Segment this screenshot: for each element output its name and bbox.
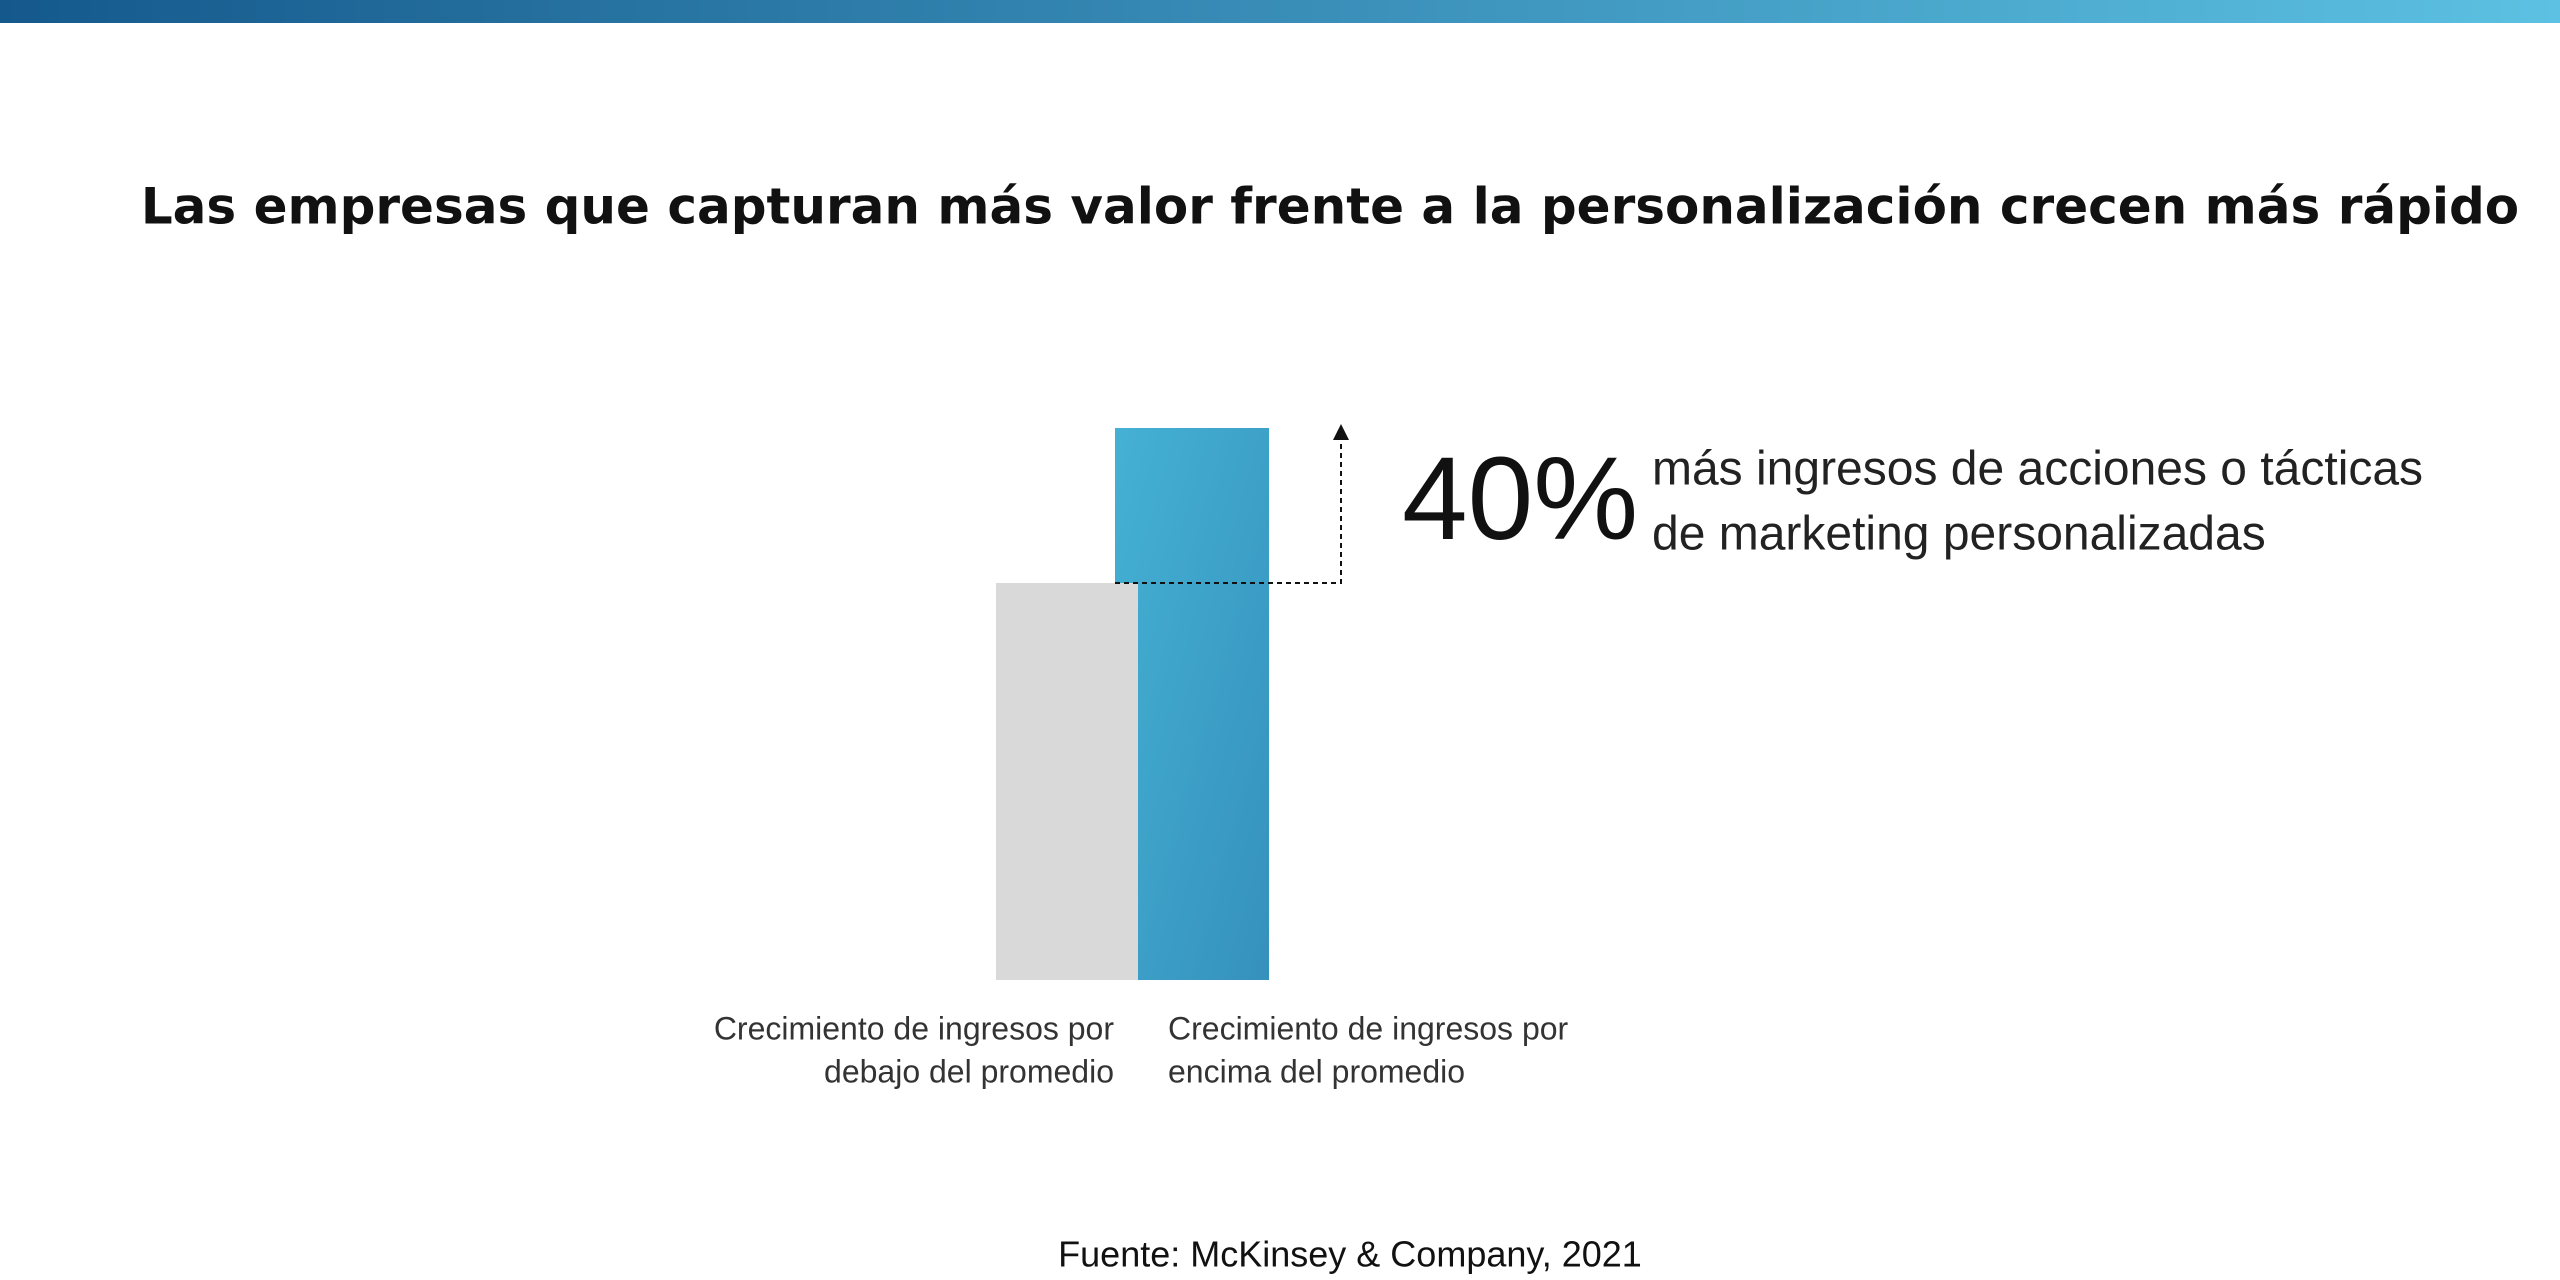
source: Fuente: McKinsey & Company, 2021: [1058, 1234, 1642, 1275]
bar-label: encima del promedio: [1168, 1053, 1465, 1089]
top-band: [0, 0, 2560, 23]
bar-label: debajo del promedio: [824, 1053, 1114, 1089]
annotation-value: 40%: [1402, 433, 1638, 565]
bar-above: [1115, 428, 1269, 980]
annotation-text: de marketing personalizadas: [1652, 508, 2266, 561]
annotation-text: más ingresos de acciones o tácticas: [1652, 443, 2423, 496]
bar-label: Crecimiento de ingresos por: [714, 1010, 1115, 1046]
difference-arrow: [1115, 424, 1349, 584]
title: Las empresas que capturan más valor fren…: [141, 178, 2519, 236]
bar-label: Crecimiento de ingresos por: [1168, 1010, 1569, 1046]
bar-below: [996, 583, 1138, 980]
